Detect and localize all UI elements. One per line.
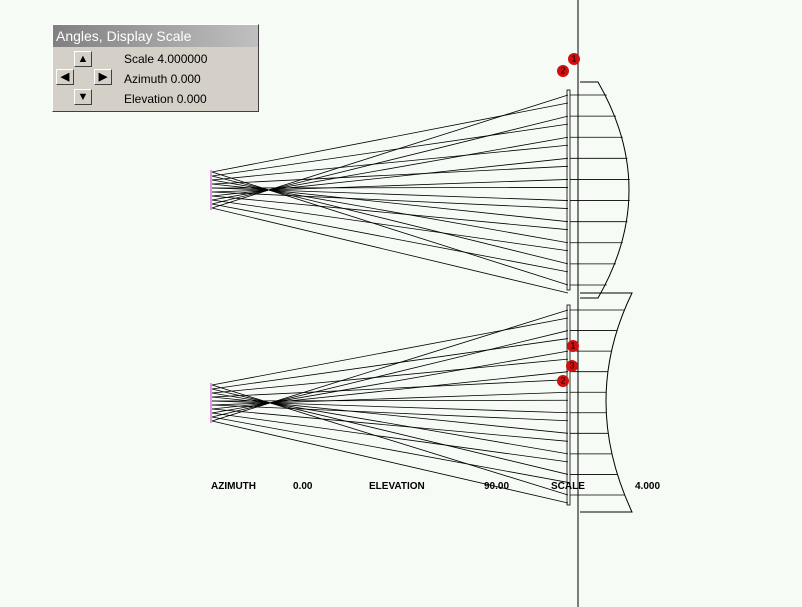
ray — [211, 408, 569, 442]
right-button[interactable]: ▶ — [94, 69, 112, 85]
ray — [211, 379, 569, 398]
ray — [211, 171, 569, 286]
ray — [211, 416, 569, 483]
marker: 1 — [568, 53, 580, 65]
bottom-plate — [566, 304, 571, 506]
scale-label: Scale 4.000000 — [124, 52, 208, 66]
ray — [211, 203, 569, 273]
ray — [211, 404, 569, 422]
azimuth-label: Azimuth 0.000 — [124, 72, 201, 86]
marker-label: 3 — [569, 360, 574, 370]
ray — [211, 191, 569, 209]
marker-label: 1 — [571, 53, 576, 63]
footer-value: 4.000 — [635, 481, 660, 492]
left-button[interactable]: ◀ — [56, 69, 74, 85]
rays — [210, 94, 630, 504]
panel-title: Angles, Display Scale — [53, 25, 258, 47]
marker-label: 2 — [560, 65, 565, 75]
ray — [211, 412, 569, 463]
ray — [211, 207, 569, 294]
ray — [211, 123, 569, 177]
marker: 3 — [566, 360, 578, 372]
footer-label: ELEVATION — [369, 481, 425, 492]
down-button[interactable]: ▼ — [74, 89, 92, 105]
ray — [211, 102, 569, 173]
ray — [211, 165, 569, 185]
ray — [211, 358, 569, 394]
top-lens — [580, 81, 630, 299]
marker-label: 2 — [560, 375, 565, 385]
marker-label: 1 — [570, 340, 575, 350]
footer-value: 90.00 — [484, 481, 509, 492]
footer-label: SCALE — [551, 481, 585, 492]
marker: 2 — [557, 375, 569, 387]
ray — [211, 399, 569, 402]
elevation-label: Elevation 0.000 — [124, 92, 207, 106]
ray — [211, 338, 569, 390]
ray — [211, 199, 569, 252]
ray — [211, 144, 569, 181]
footer-label: AZIMUTH — [211, 481, 256, 492]
up-button[interactable]: ▲ — [74, 51, 92, 67]
marker: 1 — [567, 340, 579, 352]
marker: 2 — [557, 65, 569, 77]
ray — [211, 384, 569, 496]
footer-value: 0.00 — [293, 481, 313, 492]
ray — [211, 317, 569, 386]
angles-panel: Angles, Display Scale ▲ ◀ ▶ ▼ Scale 4.00… — [52, 24, 259, 112]
ray — [211, 195, 569, 231]
ray — [211, 187, 569, 189]
bottom-lens — [580, 292, 633, 513]
ray — [211, 420, 569, 504]
top-plate — [566, 89, 571, 291]
